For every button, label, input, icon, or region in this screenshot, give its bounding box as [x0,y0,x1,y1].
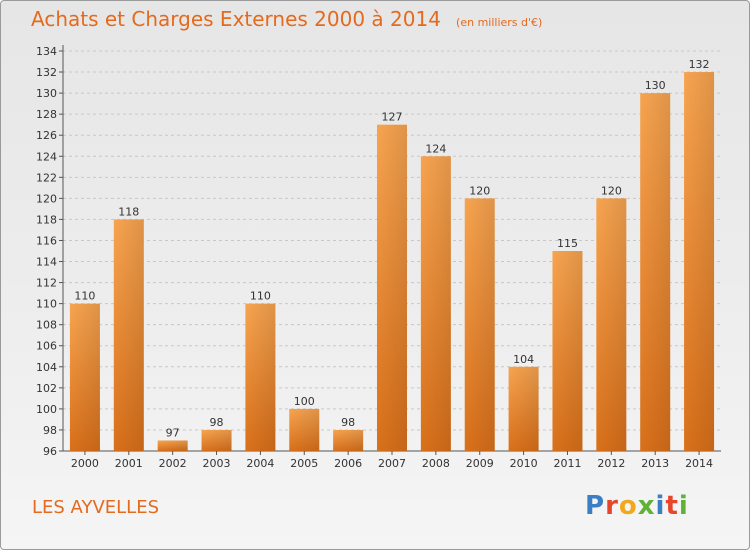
data-label-2001: 118 [118,205,139,218]
bar-shade-2012 [596,198,627,451]
x-tick-label-2012: 2012 [597,457,625,470]
bar-shade-2008 [420,156,451,451]
data-labels: 110 118 97 98 110 100 98 127 124 120 104 115 120 130 1… [74,58,709,439]
y-tick-label: 132 [36,66,57,79]
data-label-2014: 132 [689,58,710,71]
x-tick-label-2007: 2007 [378,457,406,470]
chart-unit: (en milliers d'€) [456,16,543,29]
x-tick-label-2013: 2013 [641,457,669,470]
y-tick-label: 116 [36,234,57,247]
bar-shade-2009 [464,198,495,451]
bar-shade-2010 [508,366,539,451]
y-tick-label: 96 [43,445,57,458]
logo-letter: t [665,491,679,521]
y-tick-label: 106 [36,340,57,353]
title-row: Achats et Charges Externes 2000 à 2014 (… [31,7,542,31]
x-tick-label-2010: 2010 [510,457,538,470]
data-label-2003: 98 [210,416,224,429]
y-tick-label: 122 [36,171,57,184]
logo-letter: x [637,491,656,521]
logo-letter: o [618,491,638,521]
bar-shade-2014 [684,72,715,451]
x-tick-label-2005: 2005 [290,457,318,470]
y-tick-label: 130 [36,87,57,100]
bar-shade-2001 [113,219,144,451]
y-tick-label: 124 [36,150,57,163]
y-tick-label: 100 [36,403,57,416]
x-tick-label-2004: 2004 [246,457,274,470]
bars [69,72,715,452]
y-tick-label: 128 [36,108,57,121]
y-tick-label: 134 [36,45,57,58]
data-label-2010: 104 [513,353,534,366]
x-tick-label-2006: 2006 [334,457,362,470]
proxiti-logo: Proxiti [585,491,689,521]
data-label-2008: 124 [425,142,446,155]
bar-shade-2000 [69,303,100,451]
data-label-2012: 120 [601,184,622,197]
data-label-2002: 97 [166,426,180,439]
x-tick-label-2000: 2000 [71,457,99,470]
logo-letter: P [585,491,606,521]
bar-shade-2004 [245,303,276,451]
y-tick-label: 112 [36,277,57,290]
data-label-2006: 98 [341,416,355,429]
y-tick-label: 114 [36,256,57,269]
bar-shade-2002 [157,440,188,451]
commune-label: LES AYVELLES [32,497,160,518]
y-tick-label: 102 [36,382,57,395]
bar-shade-2007 [377,124,407,452]
x-tick-label-2008: 2008 [422,457,450,470]
y-tick-label: 120 [36,192,57,205]
data-label-2007: 127 [382,111,403,124]
x-tick-label-2009: 2009 [466,457,494,470]
y-tick-label: 118 [36,213,57,226]
x-tick-label-2003: 2003 [203,457,231,470]
logo-letter: i [678,491,689,521]
bar-shade-2005 [289,408,320,451]
bar-shade-2003 [201,429,232,451]
data-label-2004: 110 [250,290,271,303]
data-label-2009: 120 [469,184,490,197]
logo-letter: i [655,491,666,521]
data-label-2011: 115 [557,237,578,250]
chart-title: Achats et Charges Externes 2000 à 2014 [31,7,441,31]
bar-shade-2006 [333,429,364,451]
y-tick-label: 108 [36,319,57,332]
y-tick-label: 126 [36,129,57,142]
x-tick-label-2011: 2011 [553,457,581,470]
y-tick-label: 104 [36,361,57,374]
x-tick-label-2001: 2001 [115,457,143,470]
logo-letter: r [605,491,619,521]
x-tick-label-2014: 2014 [685,457,713,470]
data-label-2000: 110 [74,290,95,303]
y-tick-label: 110 [36,298,57,311]
data-label-2005: 100 [294,395,315,408]
bar-shade-2013 [640,93,671,452]
bar-shade-2011 [552,251,583,451]
y-tick-label: 98 [43,424,57,437]
data-label-2013: 130 [645,79,666,92]
x-tick-label-2002: 2002 [159,457,187,470]
